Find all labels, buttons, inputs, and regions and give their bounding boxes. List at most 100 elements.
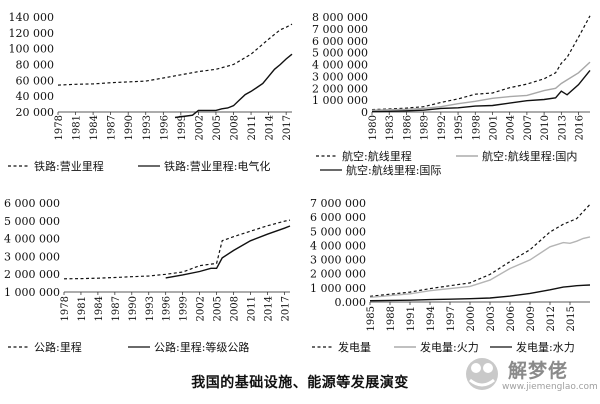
series-line-1 xyxy=(63,219,291,280)
y-tick-label: 4 000 000 xyxy=(4,233,60,246)
watermark-logo-icon xyxy=(466,358,498,390)
series-line-2 xyxy=(165,225,291,279)
x-tick-label: 1999 xyxy=(179,296,190,321)
y-tick-label: 5 000 000 xyxy=(310,225,366,238)
x-tick-label: 1984 xyxy=(89,115,100,140)
legend-label: 发电量:火力 xyxy=(420,340,479,354)
x-tick-label: 1999 xyxy=(177,115,188,140)
y-tick-label: 1 000 000 xyxy=(312,94,368,107)
legend-label: 发电量:水力 xyxy=(516,340,575,354)
legend-label: 铁路:营业里程 xyxy=(34,159,104,173)
x-tick-label: 2008 xyxy=(230,115,241,140)
y-tick-label: 0.000 xyxy=(335,296,367,309)
x-tick-label: 1986 xyxy=(402,115,413,140)
legend-label: 航空:航线里程:国内 xyxy=(482,149,577,163)
x-tick-label: 2013 xyxy=(557,115,568,140)
x-tick-label: 1989 xyxy=(420,115,431,140)
y-tick-label: 6 000 000 xyxy=(310,211,366,224)
x-tick-label: 2008 xyxy=(230,296,241,321)
x-tick-label: 2009 xyxy=(526,306,537,331)
x-tick-label: 1997 xyxy=(446,306,457,331)
x-tick-label: 2010 xyxy=(540,115,551,140)
watermark-url: www.jiemenglao.com xyxy=(502,382,598,392)
series-line-1 xyxy=(371,15,591,111)
x-tick-label: 2003 xyxy=(486,306,497,331)
x-tick-label: 2011 xyxy=(247,115,258,140)
y-tick-label: 140 000 xyxy=(9,11,55,24)
x-tick-label: 2016 xyxy=(575,115,586,140)
series-line-3 xyxy=(371,69,591,113)
series-line-2 xyxy=(369,236,591,298)
legend-label: 航空:航线里程:国际 xyxy=(346,163,441,177)
x-tick-label: 1978 xyxy=(54,115,65,140)
legend-label: 公路:里程 xyxy=(34,341,82,354)
y-tick-label: 5 000 000 xyxy=(4,215,60,228)
x-tick-label: 2007 xyxy=(523,115,534,140)
y-tick-label: 6 000 000 xyxy=(4,197,60,210)
x-tick-label: 1993 xyxy=(145,296,156,321)
x-tick-label: 1990 xyxy=(128,296,139,321)
watermark: 解梦佬 www.jiemenglao.com xyxy=(462,354,598,398)
x-tick-label: 1983 xyxy=(385,115,396,140)
x-tick-label: 1984 xyxy=(94,296,105,321)
legend-label: 公路:里程:等级公路 xyxy=(154,340,249,354)
y-tick-label: 40 000 xyxy=(16,90,55,103)
x-tick-label: 2000 xyxy=(466,306,477,331)
series-line-2 xyxy=(371,61,591,111)
y-tick-label: 6 000 000 xyxy=(312,35,368,48)
x-tick-label: 1981 xyxy=(72,115,83,140)
x-tick-label: 1994 xyxy=(426,306,437,331)
legend-label: 铁路:营业里程:电气化 xyxy=(164,159,270,173)
y-tick-label: 1 000 000 xyxy=(4,286,60,299)
y-tick-label: 2 000 000 xyxy=(310,268,366,281)
y-tick-label: 1 000 000 xyxy=(310,282,366,295)
x-tick-label: 1981 xyxy=(77,296,88,321)
x-tick-label: 2004 xyxy=(506,115,517,140)
x-tick-label: 2002 xyxy=(194,115,205,140)
x-tick-label: 1988 xyxy=(386,306,397,331)
series-line-1 xyxy=(57,23,293,86)
watermark-name: 解梦佬 xyxy=(508,360,569,382)
x-tick-label: 2002 xyxy=(196,296,207,321)
x-tick-label: 2001 xyxy=(488,115,499,140)
x-tick-label: 2017 xyxy=(282,115,293,140)
y-tick-label: 100 000 xyxy=(9,43,55,56)
x-tick-label: 1995 xyxy=(454,115,465,140)
x-tick-label: 2014 xyxy=(265,115,276,140)
x-tick-label: 1978 xyxy=(60,296,71,321)
series-line-3 xyxy=(369,284,591,302)
y-tick-label: 3 000 000 xyxy=(310,254,366,267)
y-tick-label: 80 000 xyxy=(16,59,55,72)
y-tick-label: 2 000 000 xyxy=(312,82,368,95)
x-tick-label: 2005 xyxy=(212,115,223,140)
x-tick-label: 1980 xyxy=(368,115,379,140)
series-line-1 xyxy=(369,203,591,297)
x-tick-label: 2017 xyxy=(280,296,291,321)
y-tick-label: 3 000 000 xyxy=(4,250,60,263)
legend-label: 发电量 xyxy=(338,340,371,354)
chart-3: 6 000 000 5 000 000 4 000 000 3 000 000 2 00… xyxy=(4,197,291,354)
y-tick-label: 0 xyxy=(361,106,368,119)
y-tick-label: 7 000 000 xyxy=(312,23,368,36)
y-tick-label: 20 000 xyxy=(16,106,55,119)
x-tick-label: 2014 xyxy=(263,296,274,321)
x-tick-label: 2015 xyxy=(566,306,577,331)
x-tick-label: 1998 xyxy=(471,115,482,140)
y-tick-label: 7 000 000 xyxy=(310,197,366,210)
x-tick-label: 2011 xyxy=(246,296,257,321)
y-tick-label: 5 000 000 xyxy=(312,47,368,60)
x-tick-label: 1996 xyxy=(162,296,173,321)
x-tick-label: 1993 xyxy=(142,115,153,140)
y-tick-label: 4 000 000 xyxy=(310,239,366,252)
legend-label: 航空:航线里程 xyxy=(342,149,412,163)
y-tick-label: 4 000 000 xyxy=(312,59,368,72)
chart-1: 140 000 120 000 100 000 80 000 60 000 40 000 2… xyxy=(8,11,293,173)
x-tick-label: 1992 xyxy=(437,115,448,140)
y-tick-label: 8 000 000 xyxy=(312,11,368,24)
x-tick-label: 1996 xyxy=(159,115,170,140)
y-tick-label: 120 000 xyxy=(9,27,55,40)
x-tick-label: 1985 xyxy=(366,306,377,331)
